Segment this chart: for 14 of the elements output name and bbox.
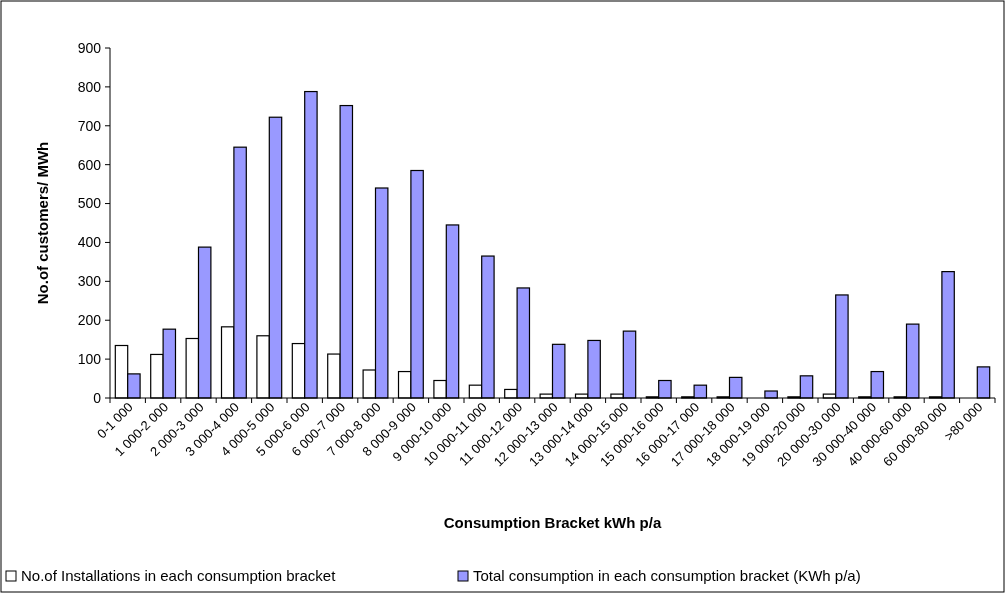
y-axis-title: No.of customers/ MWh [34, 141, 51, 305]
y-tick-label: 500 [77, 195, 102, 212]
y-tick-label: 200 [77, 312, 102, 329]
y-tick-label: 0 [93, 389, 102, 406]
legend-label: No.of Installations in each consumption bracket [21, 567, 337, 584]
y-tick-label: 700 [77, 117, 102, 134]
y-tick-label: 100 [77, 351, 102, 368]
y-tick-label: 400 [77, 234, 102, 251]
y-tick-label: 800 [77, 78, 102, 95]
legend-label: Total consumption in each consumption bracket (KWh p/a) [473, 567, 861, 584]
y-tick-label: 600 [77, 156, 102, 173]
y-tick-label: 300 [77, 273, 102, 290]
y-tick-label: 900 [77, 39, 102, 56]
x-axis-title: Consumption Bracket kWh p/a [443, 514, 662, 531]
